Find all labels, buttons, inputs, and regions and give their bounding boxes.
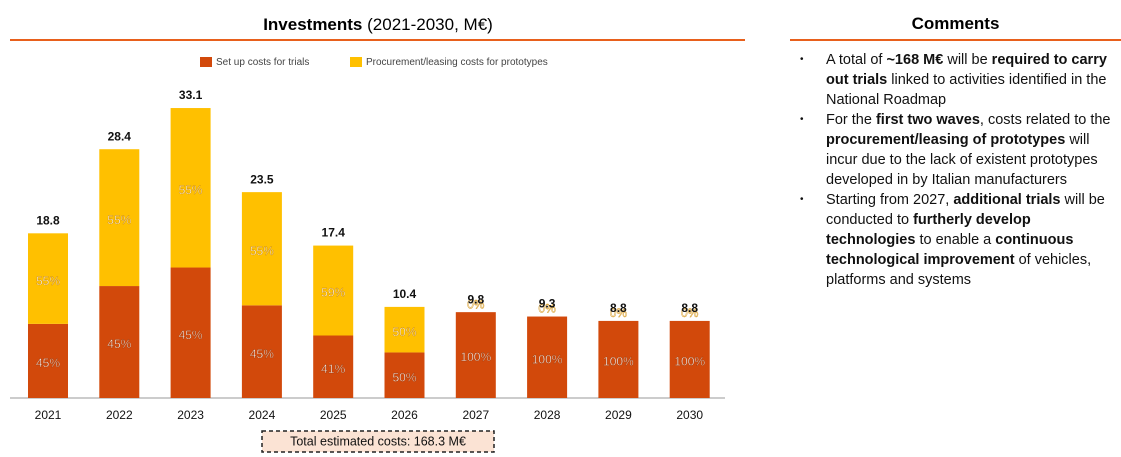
comment-text: linked to activities identified in the N…: [826, 72, 1107, 108]
total-label: 10.4: [393, 287, 417, 301]
comment-text: A total of: [826, 52, 887, 68]
legend-label: Procurement/leasing costs for prototypes: [366, 57, 548, 68]
total-label: 8.8: [681, 301, 698, 315]
comment-text: will be conducted to: [826, 192, 1105, 228]
bar-segment: [313, 245, 354, 336]
bar-segment: [527, 316, 568, 398]
bar-segment: [99, 286, 140, 398]
segment-label: 55%: [36, 274, 60, 288]
chart: Investments (2021-2030, M€) Set up costs…: [10, 15, 745, 453]
segment-label: 55%: [250, 244, 274, 258]
legend-label: Set up costs for trials: [216, 57, 309, 68]
bar-segment: [99, 149, 140, 287]
comment-text: , costs related to the: [979, 112, 1111, 128]
x-tick-label: 2022: [106, 408, 133, 422]
title-rest: (2021-2030, M€): [367, 15, 493, 34]
comment-text: Starting from 2027,: [826, 192, 954, 208]
comment-bold: additional trials: [953, 192, 1061, 208]
bar-segment: [598, 320, 639, 398]
segment-label: 41%: [321, 362, 345, 376]
total-label: 18.8: [36, 213, 60, 227]
segment-label: 45%: [36, 356, 60, 370]
comment-bold: procurement/leasing of prototypes: [826, 132, 1066, 148]
bar-segment: [384, 352, 425, 398]
comment-bold: ~168 M€: [886, 52, 944, 68]
comment-text: For the: [826, 112, 876, 128]
bar-segment: [241, 305, 282, 398]
comments-panel: Comments A total of ~168 M€ will be requ…: [790, 0, 1121, 457]
comment-text: will incur due to the lack of existent p…: [826, 132, 1098, 188]
bar-segment: [170, 267, 211, 398]
segment-label: 59%: [321, 286, 345, 300]
bar-segment: [28, 323, 68, 398]
x-tick-label: 2024: [249, 408, 276, 422]
bar-segment: [455, 312, 496, 398]
comment-bold: furtherly develop technologies: [826, 212, 1031, 248]
total-label: 28.4: [108, 129, 132, 143]
comment-item: Starting from 2027, additional trials wi…: [800, 190, 1116, 290]
comments-title: Comments: [911, 14, 1000, 33]
segment-label: 55%: [179, 183, 203, 197]
x-tick-label: 2027: [462, 408, 489, 422]
comment-item: A total of ~168 M€ will be required to c…: [800, 50, 1116, 110]
legend-swatch: [350, 57, 362, 67]
annotation: Total estimated costs: 168.3 M€: [290, 434, 466, 448]
x-tick-label: 2029: [605, 408, 632, 422]
legend-swatch: [200, 57, 212, 67]
comment-text: to enable a: [915, 232, 996, 248]
bar-segment: [384, 306, 425, 353]
segment-label: 55%: [107, 213, 131, 227]
bar-segment: [313, 335, 354, 398]
segment-label: 50%: [392, 370, 416, 384]
total-label: 33.1: [179, 88, 203, 102]
title-bold: Investments: [263, 15, 362, 34]
bar-segment: [28, 233, 68, 324]
total-label: 8.8: [610, 301, 627, 315]
annotation-box: [261, 430, 495, 453]
segment-label: 50%: [392, 325, 416, 339]
bar-segment: [241, 192, 282, 306]
x-tick-label: 2026: [391, 408, 418, 422]
comment-text: of vehicles, platforms and systems: [826, 252, 1092, 288]
segment-label: 100%: [603, 355, 634, 369]
segment-label: 45%: [250, 347, 274, 361]
comment-text: will be: [943, 52, 992, 68]
x-tick-label: 2030: [676, 408, 703, 422]
bar-segment: [170, 108, 211, 268]
x-tick-label: 2025: [320, 408, 347, 422]
segment-label: 0%: [610, 306, 628, 320]
segment-label: 45%: [179, 328, 203, 342]
segment-label: 100%: [674, 355, 705, 369]
x-tick-label: 2021: [35, 408, 62, 422]
segment-label: 0%: [681, 306, 699, 320]
segment-label: 45%: [107, 337, 131, 351]
total-label: 9.3: [539, 297, 556, 311]
comment-bold: required to carry out trials: [826, 52, 1107, 88]
x-tick-label: 2023: [177, 408, 204, 422]
chart-title: Investments (2021-2030, M€): [263, 15, 493, 34]
total-label: 17.4: [322, 226, 346, 240]
x-tick-label: 2028: [534, 408, 561, 422]
total-label: 9.8: [467, 292, 484, 306]
comment-bold: continuous technological improvement: [826, 232, 1074, 268]
segment-label: 0%: [467, 297, 485, 311]
segment-label: 0%: [538, 302, 556, 316]
bar-segment: [669, 320, 710, 398]
comments-list: A total of ~168 M€ will be required to c…: [790, 50, 1116, 290]
comment-bold: first two waves: [875, 112, 980, 128]
total-label: 23.5: [250, 172, 274, 186]
segment-label: 100%: [460, 350, 491, 364]
comments-rule: [790, 39, 1121, 41]
comment-item: For the first two waves, costs related t…: [800, 110, 1116, 190]
segment-label: 100%: [532, 352, 563, 366]
